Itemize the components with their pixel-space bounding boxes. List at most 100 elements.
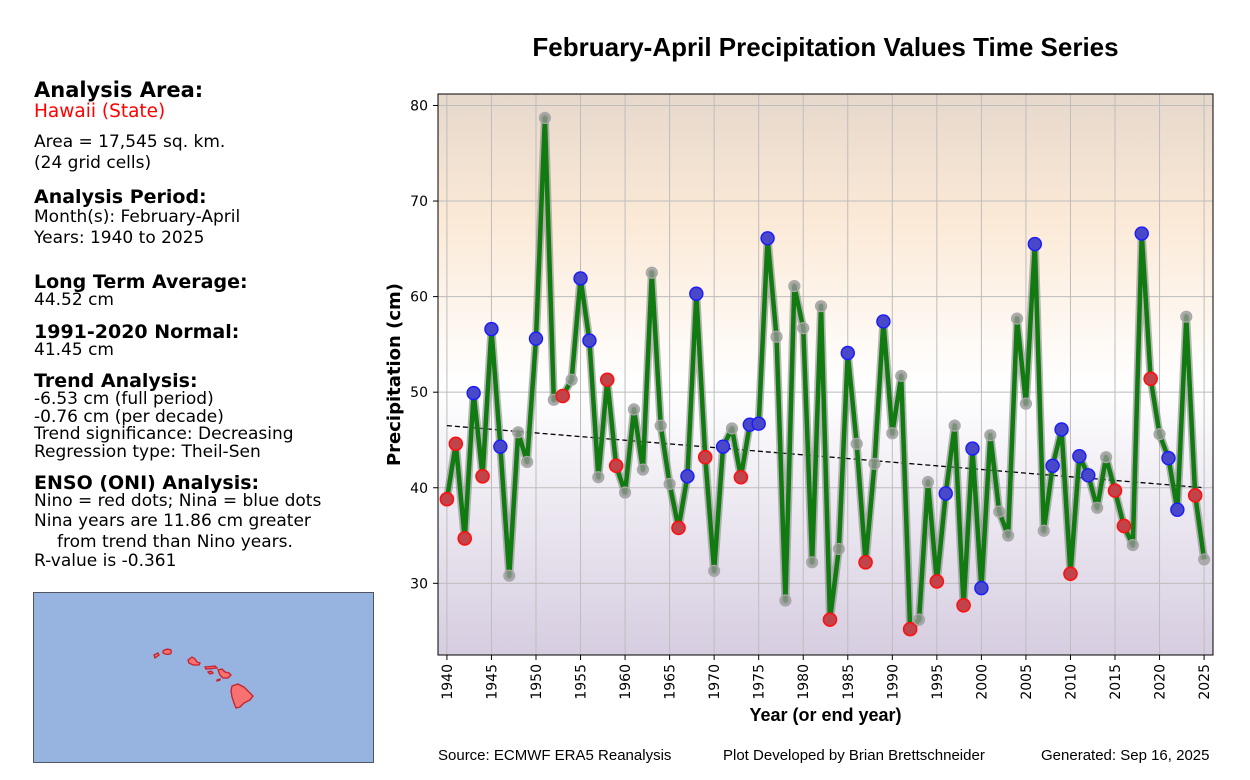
data-point-nina bbox=[466, 385, 481, 401]
data-point-neutral bbox=[886, 427, 899, 440]
trend-per-decade: -0.76 cm (per decade) bbox=[34, 406, 224, 427]
data-point-nino bbox=[1116, 518, 1132, 534]
data-point-nina bbox=[938, 486, 953, 501]
data-point-neutral bbox=[503, 569, 516, 582]
x-tick-label: 1975 bbox=[752, 664, 768, 700]
data-point-neutral bbox=[770, 330, 783, 343]
data-point-neutral bbox=[832, 542, 845, 556]
data-point-neutral bbox=[1100, 451, 1113, 464]
data-point-nina bbox=[751, 416, 766, 431]
data-point-nina bbox=[1072, 449, 1087, 464]
chart-title: February-April Precipitation Values Time… bbox=[532, 32, 1119, 62]
data-point-neutral bbox=[592, 471, 605, 484]
data-point-neutral bbox=[948, 419, 961, 432]
island-kauai bbox=[162, 648, 172, 655]
analysis-area-heading: Analysis Area: bbox=[34, 78, 204, 102]
analysis-years: Years: 1940 to 2025 bbox=[34, 228, 205, 248]
x-tick-label: 1955 bbox=[574, 664, 590, 700]
x-tick-label: 1960 bbox=[618, 664, 634, 700]
data-point-neutral bbox=[725, 422, 739, 435]
data-point-nino bbox=[457, 531, 473, 546]
normal-heading: 1991-2020 Normal: bbox=[34, 320, 240, 343]
data-point-nino bbox=[439, 491, 455, 507]
data-point-neutral bbox=[814, 300, 828, 313]
data-point-neutral bbox=[993, 505, 1006, 518]
x-tick-label: 2020 bbox=[1153, 664, 1169, 700]
x-tick-label: 1985 bbox=[841, 664, 857, 700]
series-line bbox=[444, 115, 1207, 632]
grid-cells: (24 grid cells) bbox=[34, 153, 152, 173]
data-point-neutral bbox=[779, 594, 792, 607]
data-point-nino bbox=[555, 388, 571, 404]
data-point-nino bbox=[733, 469, 749, 485]
data-point-nino bbox=[697, 449, 713, 465]
data-point-nino bbox=[858, 554, 873, 570]
data-point-nina bbox=[840, 345, 855, 361]
data-point-nina bbox=[1170, 502, 1185, 517]
enso-heading: ENSO (ONI) Analysis: bbox=[34, 472, 260, 494]
data-point-neutral bbox=[618, 486, 632, 499]
y-tick-label: 80 bbox=[410, 98, 428, 114]
analysis-months: Month(s): February-April bbox=[34, 207, 241, 227]
regression-type: Regression type: Theil-Sen bbox=[34, 441, 261, 462]
x-tick-label: 1965 bbox=[663, 664, 679, 700]
data-point-nina bbox=[974, 580, 989, 596]
long-term-average-heading: Long Term Average: bbox=[34, 271, 248, 293]
data-point-neutral bbox=[538, 111, 551, 124]
data-point-nina bbox=[965, 441, 980, 456]
y-axis-label: Precipitation (cm) bbox=[384, 283, 405, 466]
y-tick-label: 40 bbox=[410, 481, 428, 497]
source-credit: Source: ECMWF ERA5 Reanalysis bbox=[438, 747, 672, 764]
generated-date: Generated: Sep 16, 2025 bbox=[1041, 747, 1210, 764]
data-point-nina bbox=[1161, 450, 1176, 466]
data-point-neutral bbox=[708, 564, 721, 577]
x-tick-label: 2015 bbox=[1108, 664, 1124, 700]
data-point-nino bbox=[1187, 488, 1203, 503]
x-tick-label: 2005 bbox=[1019, 664, 1035, 700]
grid-lines bbox=[438, 94, 1213, 655]
axes-group: 30 40 50 60 70 80 1940 1945 1950 1955 1960 1965 1970… bbox=[410, 98, 1213, 699]
data-point-nina bbox=[582, 333, 597, 348]
x-tick-label: 1940 bbox=[440, 664, 456, 700]
enso-difference-line2: from trend than Nino years. bbox=[57, 531, 293, 552]
data-point-nino bbox=[1063, 566, 1078, 582]
data-point-neutral bbox=[520, 455, 534, 469]
data-point-nina bbox=[680, 469, 695, 484]
data-point-nino bbox=[929, 574, 945, 589]
data-point-neutral bbox=[1010, 312, 1024, 325]
data-point-neutral bbox=[663, 477, 676, 491]
data-point-nina bbox=[1081, 468, 1096, 483]
y-tick-label: 60 bbox=[410, 290, 428, 306]
data-point-nino bbox=[475, 468, 490, 484]
data-point-neutral bbox=[645, 266, 658, 279]
analysis-period-heading: Analysis Period: bbox=[34, 186, 207, 208]
island-big-island bbox=[230, 683, 254, 709]
data-point-nina bbox=[715, 439, 731, 454]
data-point-neutral bbox=[788, 279, 801, 293]
normal-value: 41.45 cm bbox=[34, 339, 114, 360]
area-size: Area = 17,545 sq. km. bbox=[34, 132, 226, 152]
data-point-nina bbox=[1134, 226, 1149, 241]
y-tick-label: 70 bbox=[410, 194, 428, 210]
data-point-nino bbox=[1143, 371, 1158, 387]
data-point-nina bbox=[689, 286, 704, 301]
data-point-neutral bbox=[1197, 553, 1211, 566]
x-tick-label: 1995 bbox=[930, 664, 946, 700]
island-lanai bbox=[206, 670, 215, 675]
enso-r-value: R-value is -0.361 bbox=[34, 550, 177, 571]
x-tick-label: 1945 bbox=[484, 664, 500, 700]
data-point-neutral bbox=[512, 426, 525, 439]
data-point-nina bbox=[876, 314, 891, 329]
data-point-neutral bbox=[1091, 501, 1104, 514]
data-point-nina bbox=[1045, 458, 1060, 473]
data-point-neutral bbox=[1019, 397, 1033, 410]
data-point-neutral bbox=[1126, 538, 1139, 552]
data-point-neutral bbox=[627, 403, 641, 416]
data-point-nina bbox=[484, 321, 499, 337]
data-point-neutral bbox=[1037, 524, 1050, 537]
location-map bbox=[33, 592, 374, 763]
y-tick-label: 30 bbox=[410, 576, 428, 592]
x-tick-label: 2025 bbox=[1197, 664, 1213, 700]
x-axis-label: Year (or end year) bbox=[749, 705, 901, 725]
